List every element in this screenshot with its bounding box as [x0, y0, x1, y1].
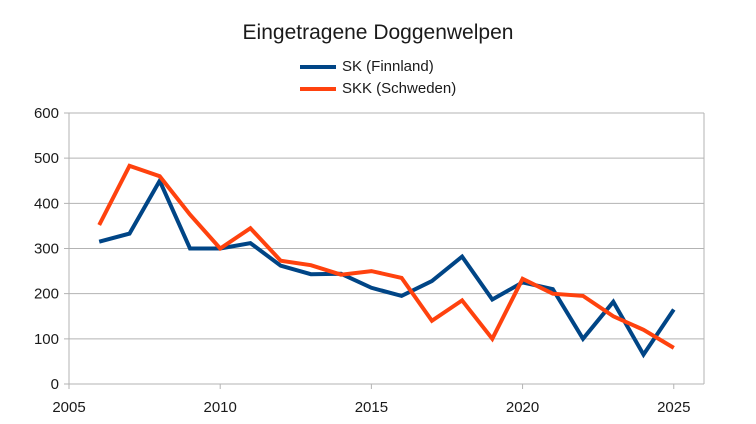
legend-label-sk: SK (Finnland): [342, 58, 434, 75]
legend-item-sk: SK (Finnland): [300, 58, 434, 75]
y-tick-label-600: 600: [34, 105, 59, 122]
legend-label-skk: SKK (Schweden): [342, 80, 457, 97]
x-tick-label-2010: 2010: [204, 399, 237, 416]
x-tick-label-2020: 2020: [506, 399, 539, 416]
y-tick-label-100: 100: [34, 331, 59, 348]
series-line-skk: [97, 163, 675, 350]
y-tick-label-0: 0: [51, 376, 59, 393]
x-tick-label-2005: 2005: [52, 399, 85, 416]
legend-item-skk: SKK (Schweden): [300, 80, 456, 97]
y-tick-label-300: 300: [34, 241, 59, 258]
chart-title: Eingetragene Doggenwelpen: [242, 21, 514, 44]
grid-lines: [64, 112, 704, 385]
series-lines: [97, 163, 676, 359]
y-tick-label-500: 500: [34, 150, 59, 167]
y-tick-label-200: 200: [34, 286, 59, 303]
series-line-sk: [98, 176, 676, 359]
tick-labels: 0 100 200 300 400 500 600 2005 2010 2015 2020 2025: [34, 105, 690, 416]
y-tick-label-400: 400: [34, 195, 59, 212]
x-tick-label-2025: 2025: [657, 399, 690, 416]
legend-swatch-sk: [300, 64, 336, 69]
axes: [68, 113, 705, 389]
legend-swatch-skk: [300, 86, 336, 91]
x-tick-label-2015: 2015: [355, 399, 388, 416]
